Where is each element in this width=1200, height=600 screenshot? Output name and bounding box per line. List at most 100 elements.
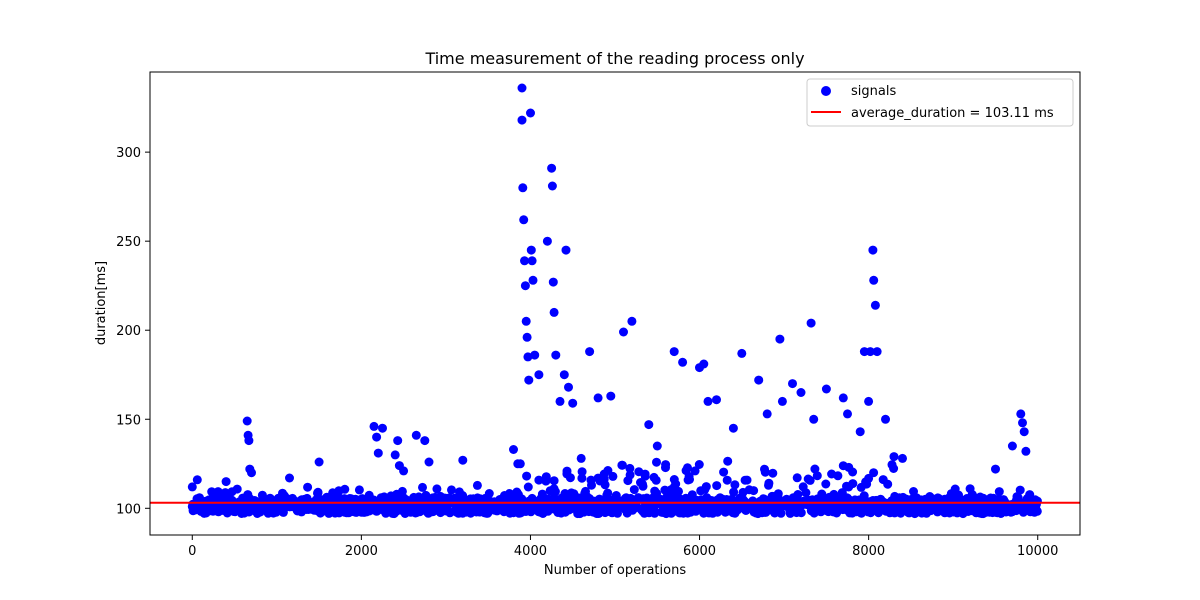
baseline-point xyxy=(792,473,802,483)
baseline-point xyxy=(342,506,352,516)
x-axis-label: Number of operations xyxy=(544,563,686,578)
data-point xyxy=(593,393,603,403)
baseline-point xyxy=(715,493,725,503)
baseline-point xyxy=(275,494,285,504)
baseline-point xyxy=(719,467,729,477)
baseline-point xyxy=(397,501,407,511)
baseline-point xyxy=(422,507,432,517)
baseline-point xyxy=(700,496,710,506)
data-point xyxy=(527,256,537,266)
data-point xyxy=(424,457,434,467)
baseline-point xyxy=(945,508,954,518)
data-point xyxy=(564,382,573,392)
data-point xyxy=(515,459,525,469)
baseline-point xyxy=(786,507,796,517)
baseline-point xyxy=(508,493,518,503)
baseline-point xyxy=(580,488,590,498)
baseline-point xyxy=(514,507,524,517)
baseline-point xyxy=(399,493,409,503)
data-point xyxy=(458,455,468,465)
baseline-point xyxy=(196,503,206,513)
data-point xyxy=(521,316,531,326)
baseline-point xyxy=(472,480,482,490)
baseline-point xyxy=(827,469,837,479)
baseline-point xyxy=(889,500,899,510)
data-point xyxy=(843,409,852,419)
baseline-point xyxy=(812,471,822,481)
data-point xyxy=(242,416,252,426)
baseline-point xyxy=(549,484,559,494)
baseline-point xyxy=(767,491,777,501)
data-point xyxy=(864,396,874,406)
baseline-point xyxy=(829,507,838,517)
data-point xyxy=(555,396,565,406)
data-point xyxy=(187,482,197,492)
baseline-point xyxy=(649,472,659,482)
baseline-point xyxy=(599,474,609,484)
baseline-point xyxy=(432,484,442,494)
baseline-point xyxy=(227,487,237,497)
baseline-point xyxy=(629,485,639,495)
plot-frame xyxy=(149,71,1081,536)
data-point xyxy=(576,453,586,463)
data-point xyxy=(838,393,848,403)
baseline-point xyxy=(690,466,700,476)
data-point xyxy=(777,396,787,406)
baseline-point xyxy=(994,487,1004,497)
baseline-point xyxy=(475,507,485,517)
data-point xyxy=(796,388,806,397)
baseline-point xyxy=(607,505,617,515)
baseline-point xyxy=(729,487,739,497)
baseline-point xyxy=(896,508,906,518)
data-point xyxy=(991,464,1000,474)
baseline-point xyxy=(303,482,313,492)
baseline-point xyxy=(218,505,228,515)
baseline-point xyxy=(226,499,236,509)
baseline-point xyxy=(610,494,620,504)
baseline-point xyxy=(990,507,1000,517)
x-axis-ticks: 0 2000 4000 6000 8000 10000 xyxy=(188,535,1058,559)
baseline-point xyxy=(454,487,464,497)
y-tick-label: 300 xyxy=(116,146,141,161)
baseline-point xyxy=(266,504,276,514)
baseline-point xyxy=(848,467,858,477)
baseline-point xyxy=(908,506,918,516)
baseline-point xyxy=(852,507,862,517)
baseline-point xyxy=(661,463,670,473)
y-tick-label: 150 xyxy=(116,413,141,428)
baseline-point xyxy=(543,506,553,516)
baseline-point xyxy=(824,492,834,502)
data-point xyxy=(542,236,552,246)
legend: signals average_duration = 103.11 ms xyxy=(806,78,1074,127)
data-point xyxy=(285,473,294,483)
baseline-point xyxy=(684,502,694,512)
data-point xyxy=(728,423,738,433)
data-point xyxy=(519,215,529,225)
data-point xyxy=(520,281,530,291)
data-point xyxy=(559,370,569,380)
data-point xyxy=(390,450,400,460)
baseline-point xyxy=(383,503,393,513)
baseline-point xyxy=(1000,497,1010,507)
baseline-point xyxy=(740,475,750,485)
baseline-point xyxy=(887,460,897,470)
baseline-point xyxy=(672,489,682,499)
legend-label-signals: signals xyxy=(851,84,896,99)
baseline-point xyxy=(718,503,728,513)
baseline-point xyxy=(596,503,606,513)
data-point xyxy=(881,414,890,424)
data-point xyxy=(889,452,899,462)
data-point xyxy=(247,468,256,478)
x-tick-label: 4000 xyxy=(514,544,547,559)
data-point xyxy=(712,395,721,405)
baseline-point xyxy=(712,481,722,491)
baseline-point xyxy=(770,508,780,518)
baseline-point xyxy=(962,494,972,503)
baseline-point xyxy=(208,493,218,503)
data-point xyxy=(509,445,518,454)
baseline-point xyxy=(475,500,485,509)
baseline-point xyxy=(522,471,532,481)
data-point xyxy=(534,370,544,380)
baseline-point xyxy=(685,475,694,484)
